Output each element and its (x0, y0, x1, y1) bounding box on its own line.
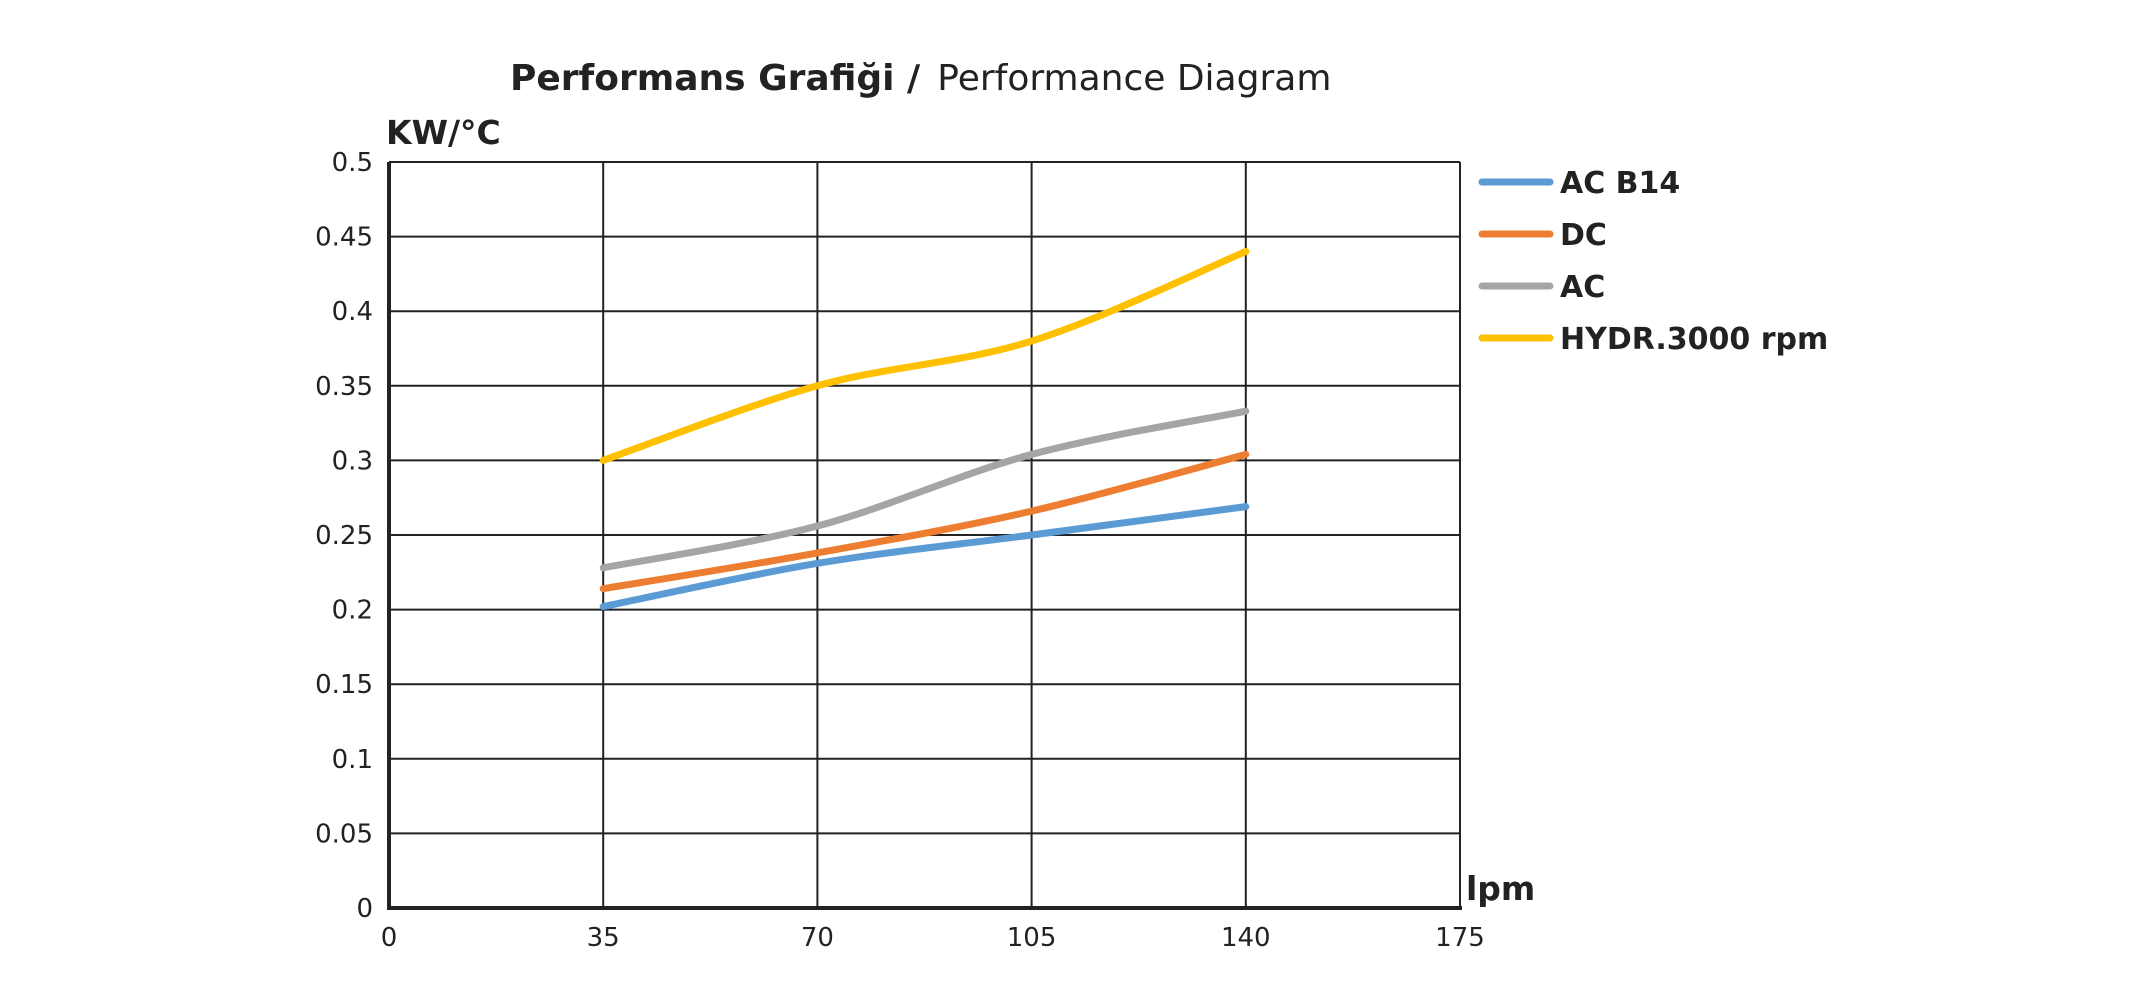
chart-title-english: Performance Diagram (937, 58, 1331, 99)
y-tick-label: 0.45 (315, 223, 373, 253)
x-tick-label: 140 (1221, 923, 1271, 953)
series-line-hydr-3000-rpm (599, 248, 1250, 464)
x-tick-label: 0 (381, 923, 398, 953)
y-tick-labels: 0 0.05 0.1 0.15 0.2 0.25 0.3 0.35 0.4 0.45 0.5 (315, 148, 373, 924)
y-tick-label: 0.1 (332, 745, 373, 775)
y-tick-label: 0.15 (315, 670, 373, 700)
y-tick-label: 0.05 (315, 819, 373, 849)
axes (387, 162, 1462, 910)
legend-label-ac-b14: AC B14 (1560, 166, 1680, 201)
y-tick-label: 0.3 (332, 446, 373, 476)
legend-label-ac: AC (1560, 270, 1605, 305)
x-axis-label: lpm (1466, 869, 1535, 908)
series-line-ac-b14 (599, 503, 1250, 611)
series-line-dc (599, 450, 1250, 593)
legend-label-hydr-3000-rpm: HYDR.3000 rpm (1560, 322, 1828, 357)
legend: AC B14 DC AC HYDR.3000 rpm (1478, 166, 1828, 357)
x-tick-label: 105 (1007, 923, 1057, 953)
y-tick-label: 0 (356, 894, 373, 924)
series-line-ac (599, 407, 1250, 572)
x-tick-label: 70 (801, 923, 834, 953)
chart-title: Performans Grafiği / Performance Diagram (510, 58, 1331, 99)
x-tick-label: 175 (1435, 923, 1485, 953)
x-tick-label: 35 (587, 923, 620, 953)
chart-title-turkish: Performans Grafiği / (510, 58, 921, 99)
legend-label-dc: DC (1560, 218, 1607, 253)
series-lines (599, 248, 1250, 611)
y-tick-label: 0.25 (315, 521, 373, 551)
y-tick-label: 0.35 (315, 372, 373, 402)
y-tick-label: 0.4 (332, 297, 373, 327)
x-tick-labels: 0 35 70 105 140 175 (381, 923, 1485, 953)
y-tick-label: 0.2 (332, 596, 373, 626)
y-tick-label: 0.5 (332, 148, 373, 178)
y-axis-label: KW/°C (386, 113, 501, 152)
